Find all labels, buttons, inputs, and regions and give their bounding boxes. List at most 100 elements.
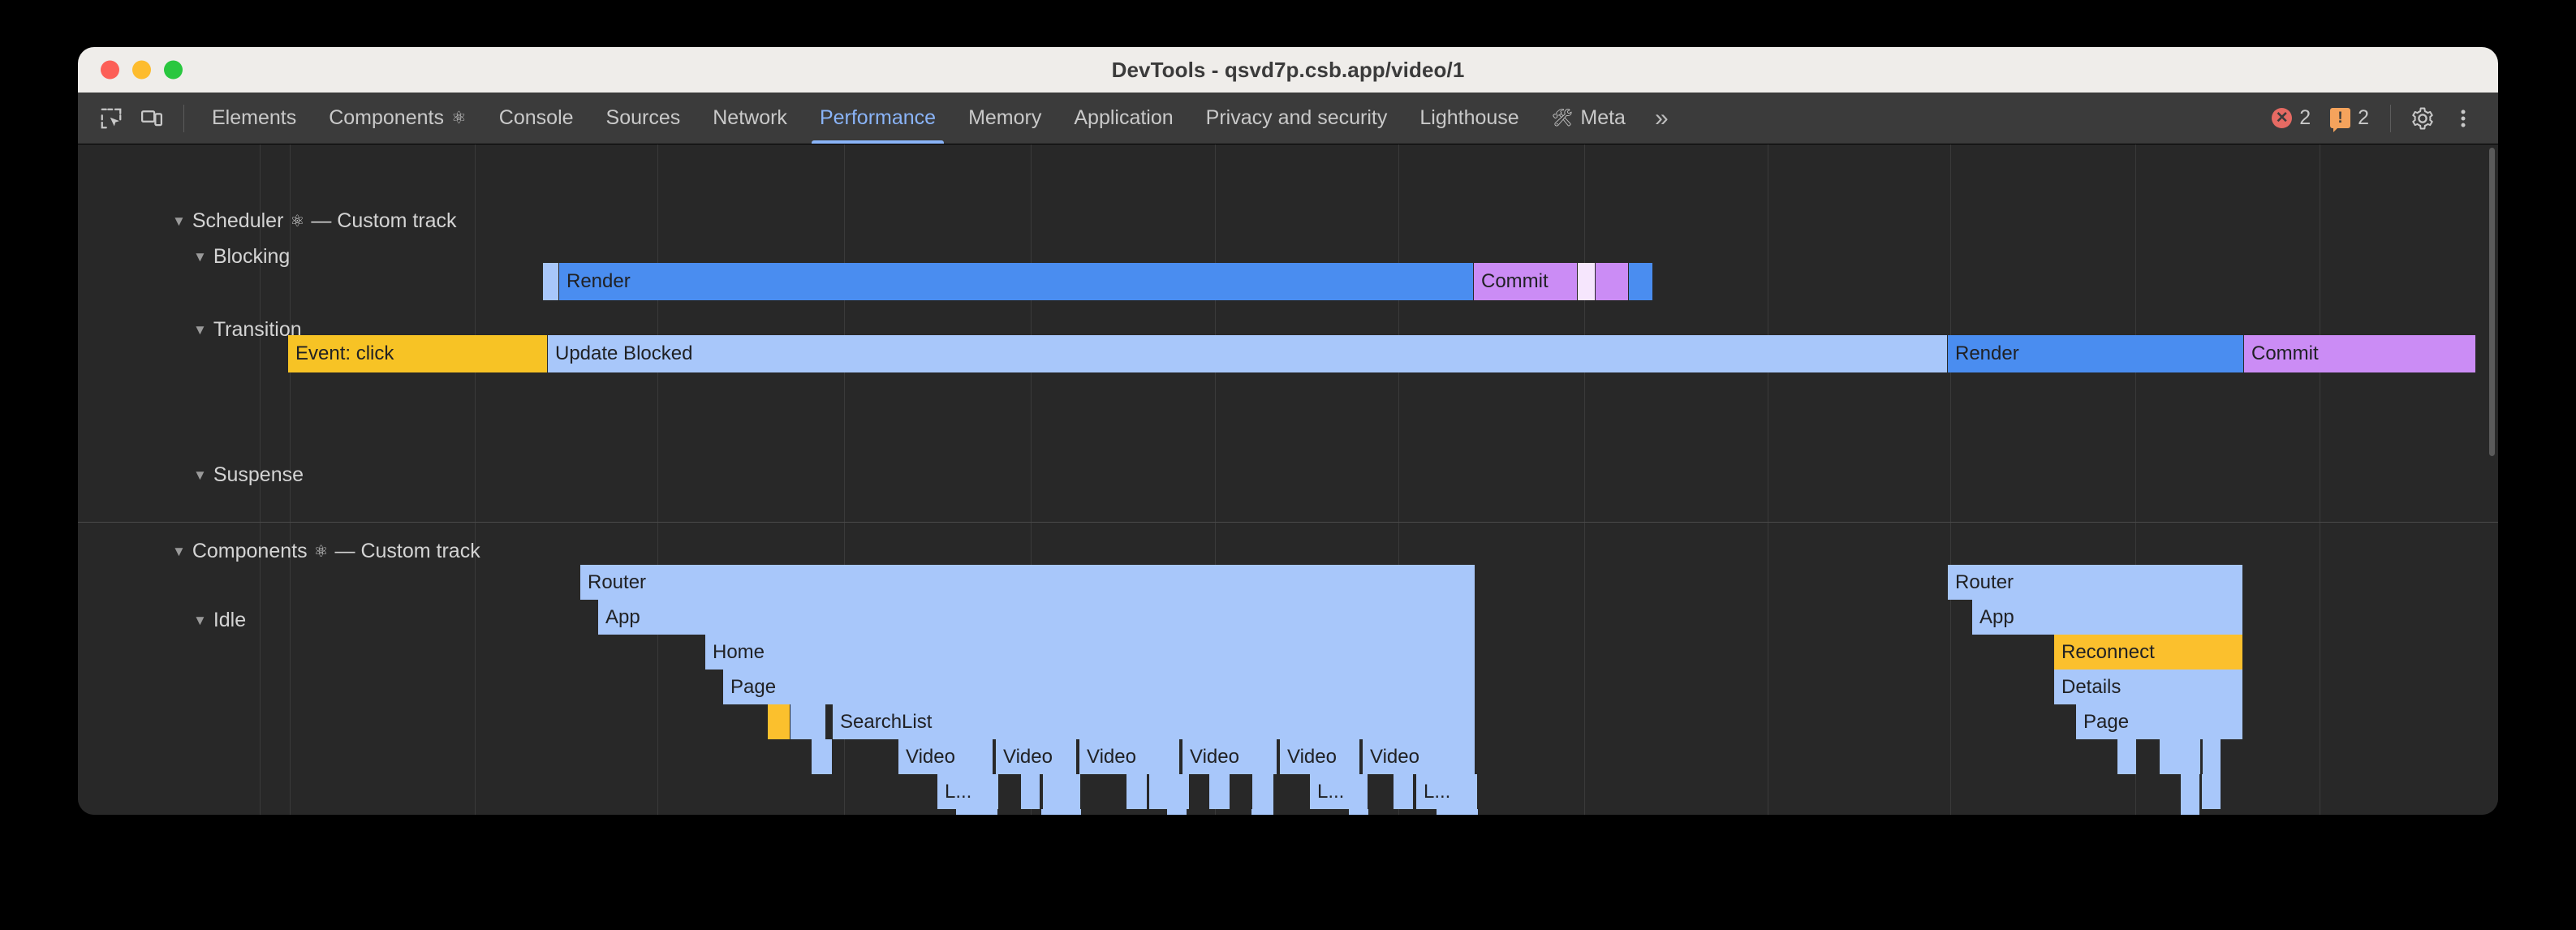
gear-icon[interactable]	[2402, 98, 2443, 139]
tab-application[interactable]: Application	[1058, 93, 1189, 144]
component-bar-searchlist[interactable]: SearchList	[833, 704, 1475, 739]
tab-console[interactable]: Console	[483, 93, 590, 144]
inspect-element-icon[interactable]	[91, 98, 131, 139]
component-bar-l[interactable]: L...	[1310, 774, 1368, 809]
kebab-menu-icon[interactable]	[2443, 98, 2483, 139]
component-bar[interactable]	[2181, 774, 2200, 809]
scheduler-transition-bar-update-blocked[interactable]: Update Blocked	[548, 335, 1948, 372]
component-bar[interactable]	[956, 809, 998, 815]
tab-privacy-and-security[interactable]: Privacy and security	[1190, 93, 1404, 144]
react-atom-icon: ⚛	[290, 213, 305, 230]
scheduler-transition-bar-render[interactable]: Render	[1948, 335, 2244, 372]
lane-header-idle[interactable]: ▼ Idle	[193, 609, 246, 632]
toolbar-divider-right	[2390, 104, 2391, 132]
component-bar[interactable]	[1437, 809, 1479, 815]
tab-lighthouse-label: Lighthouse	[1419, 106, 1519, 129]
devtools-toolbar: Elements Components ⚛ Console Sources Ne…	[78, 93, 2498, 144]
component-bar[interactable]	[1041, 809, 1082, 815]
scheduler-blocking-bar[interactable]	[1578, 263, 1596, 300]
component-bar[interactable]	[1149, 774, 1190, 809]
component-bar[interactable]	[1349, 809, 1369, 815]
scheduler-blocking-bar[interactable]	[543, 263, 559, 300]
component-bar[interactable]	[812, 739, 833, 774]
scheduler-transition-bar-commit[interactable]: Commit	[2244, 335, 2476, 372]
component-bar-video[interactable]: Video	[1079, 739, 1180, 774]
bar-label: Router	[588, 570, 647, 593]
vertical-scrollbar-thumb[interactable]	[2489, 148, 2495, 456]
component-bar-video[interactable]: Video	[898, 739, 993, 774]
component-bar[interactable]	[2203, 739, 2221, 774]
component-bar[interactable]	[1209, 774, 1230, 809]
collapse-triangle-icon[interactable]: ▼	[193, 249, 207, 265]
component-bar-l[interactable]: L...	[937, 774, 999, 809]
component-bar[interactable]	[1252, 774, 1274, 809]
component-bar-video[interactable]: Video	[996, 739, 1077, 774]
component-bar-app[interactable]: App	[598, 600, 1475, 635]
component-bar-home[interactable]: Home	[705, 635, 1475, 670]
bar-label: Video	[1087, 745, 1136, 768]
component-bar-page[interactable]: Page	[723, 670, 1475, 704]
component-bar[interactable]	[1394, 774, 1414, 809]
scheduler-blocking-bar[interactable]	[1596, 263, 1629, 300]
component-bar-video[interactable]: Video	[1363, 739, 1475, 774]
bar-label: Update Blocked	[555, 342, 693, 364]
component-bar-video[interactable]: Video	[1280, 739, 1360, 774]
component-bar[interactable]	[1126, 774, 1148, 809]
error-count-badge[interactable]: ✕ 2	[2262, 106, 2320, 130]
component-bar[interactable]	[2117, 739, 2137, 774]
collapse-triangle-icon[interactable]: ▼	[193, 613, 207, 628]
warning-count-badge[interactable]: ! 2	[2320, 106, 2379, 132]
tab-lighthouse[interactable]: Lighthouse	[1403, 93, 1535, 144]
lane-header-suspense[interactable]: ▼ Suspense	[193, 463, 304, 487]
tab-performance[interactable]: Performance	[803, 93, 952, 144]
minimize-window-button[interactable]	[132, 60, 151, 80]
bar-label: Page	[2083, 710, 2130, 733]
track-header-components[interactable]: ▼ Components ⚛ — Custom track	[172, 540, 480, 563]
scheduler-transition-bar-event-click[interactable]: Event: click	[288, 335, 548, 372]
scheduler-blocking-bar-commit[interactable]: Commit	[1474, 263, 1578, 300]
toolbar-divider	[183, 104, 184, 132]
traffic-light-controls[interactable]	[101, 60, 183, 80]
component-bar-router[interactable]: Router	[1948, 565, 2243, 600]
component-bar-reconnect[interactable]: Reconnect	[2054, 635, 2243, 670]
performance-timeline-panel[interactable]: ▼ Scheduler ⚛ — Custom track ▼ Blocking …	[78, 144, 2498, 815]
tab-memory[interactable]: Memory	[952, 93, 1058, 144]
component-bar-router[interactable]: Router	[580, 565, 1475, 600]
collapse-triangle-icon[interactable]: ▼	[193, 322, 207, 338]
component-bar[interactable]	[1167, 809, 1187, 815]
more-tabs-icon[interactable]: »	[1654, 104, 1669, 131]
component-bar[interactable]	[1043, 774, 1081, 809]
device-toolbar-icon[interactable]	[131, 98, 172, 139]
component-bar-page[interactable]: Page	[2076, 704, 2243, 739]
close-window-button[interactable]	[101, 60, 119, 80]
maximize-window-button[interactable]	[164, 60, 183, 80]
tab-sources[interactable]: Sources	[590, 93, 697, 144]
component-bar-l[interactable]: L...	[1416, 774, 1478, 809]
tab-components[interactable]: Components ⚛	[312, 93, 483, 144]
bar-label: L...	[1424, 780, 1451, 803]
bar-label: L...	[945, 780, 972, 803]
scheduler-blocking-bar[interactable]	[1629, 263, 1653, 300]
tab-network[interactable]: Network	[696, 93, 803, 144]
tab-elements[interactable]: Elements	[196, 93, 312, 144]
component-bar-details[interactable]: Details	[2054, 670, 2243, 704]
collapse-triangle-icon[interactable]: ▼	[193, 467, 207, 483]
component-bar[interactable]	[1251, 809, 1274, 815]
collapse-triangle-icon[interactable]: ▼	[172, 544, 186, 559]
lane-header-transition[interactable]: ▼ Transition	[193, 318, 302, 342]
component-bar-app[interactable]: App	[1972, 600, 2243, 635]
component-bar-video[interactable]: Video	[1182, 739, 1277, 774]
track-header-scheduler[interactable]: ▼ Scheduler ⚛ — Custom track	[172, 209, 457, 233]
lane-header-blocking[interactable]: ▼ Blocking	[193, 245, 290, 269]
component-bar[interactable]	[768, 704, 790, 739]
component-bar[interactable]	[790, 704, 826, 739]
component-bar[interactable]	[2181, 809, 2200, 815]
track-scheduler-suffix: — Custom track	[311, 209, 457, 232]
react-atom-icon: ⚛	[313, 543, 329, 561]
tab-meta[interactable]: 🛠 Meta	[1536, 93, 1642, 144]
component-bar[interactable]	[2202, 774, 2221, 809]
collapse-triangle-icon[interactable]: ▼	[172, 213, 186, 229]
component-bar[interactable]	[2160, 739, 2201, 774]
component-bar[interactable]	[1021, 774, 1040, 809]
scheduler-blocking-bar-render[interactable]: Render	[559, 263, 1474, 300]
